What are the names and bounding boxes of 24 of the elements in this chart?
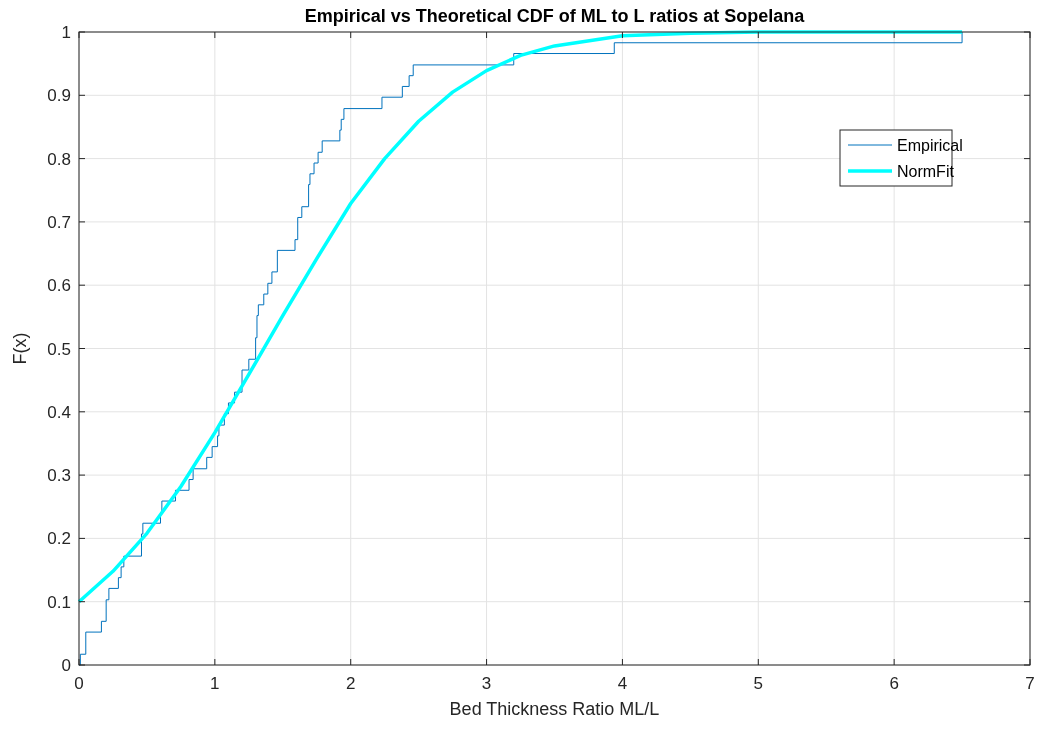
y-tick-label: 0.5 <box>47 339 71 359</box>
legend-label: Empirical <box>897 137 963 154</box>
y-tick-label: 0.2 <box>47 529 71 549</box>
x-tick-label: 2 <box>345 674 356 693</box>
y-tick-label: 0.4 <box>47 402 71 422</box>
x-tick-label: 6 <box>889 674 899 693</box>
x-tick-label: 0 <box>74 674 84 693</box>
y-tick-label: 1 <box>61 23 71 42</box>
x-tick-label: 4 <box>617 674 628 693</box>
legend-label: NormFit <box>897 163 955 180</box>
y-tick-label: 0.9 <box>47 86 71 106</box>
x-tick-label: 7 <box>1025 674 1035 693</box>
y-tick-label: 0.6 <box>47 276 71 296</box>
x-tick-label: 1 <box>210 674 220 693</box>
y-tick-label: 0.3 <box>47 466 71 486</box>
y-axis-title: F(x) <box>10 332 30 365</box>
y-tick-label: 0 <box>61 656 71 675</box>
x-tick-label: 5 <box>753 674 764 693</box>
y-tick-label: 0.8 <box>47 149 71 169</box>
chart-title: Empirical vs Theoretical CDF of ML to L ratios at Sopelana <box>304 6 806 26</box>
y-tick-label: 0.7 <box>47 212 71 232</box>
x-tick-label: 3 <box>481 674 492 693</box>
x-axis-title: Bed Thickness Ratio ML/L <box>449 699 660 719</box>
y-tick-label: 0.1 <box>47 592 71 612</box>
